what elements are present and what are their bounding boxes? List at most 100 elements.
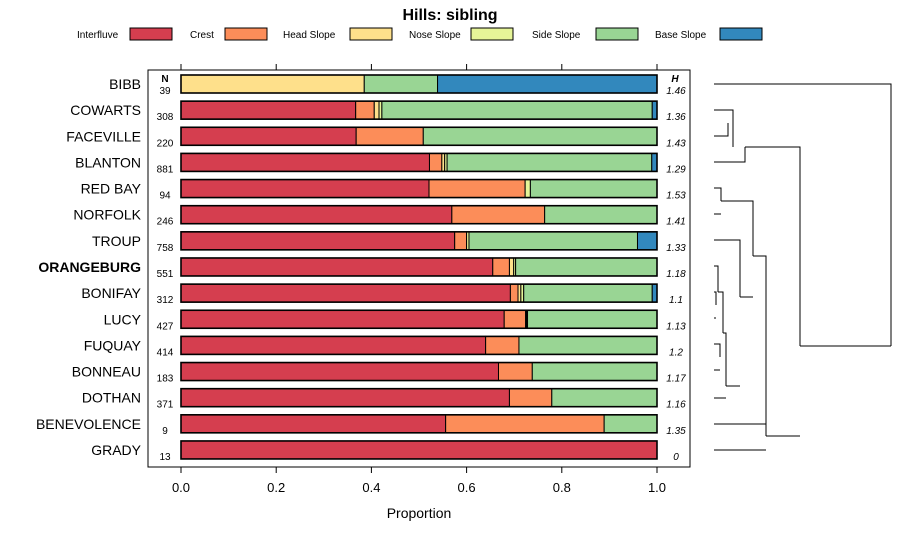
bar-outline	[180, 440, 658, 460]
row-label: ORANGEBURG	[38, 259, 141, 275]
legend-label: Head Slope	[283, 30, 336, 41]
n-value: 881	[157, 164, 174, 175]
legend-swatch	[719, 27, 763, 41]
x-tick-label: 1.0	[648, 480, 666, 495]
bar-segment	[531, 362, 658, 382]
h-value: 1.18	[666, 269, 686, 280]
bar-segment	[454, 231, 468, 251]
x-tick-label: 0.4	[362, 480, 380, 495]
bar-segment	[468, 231, 638, 251]
dendrogram	[714, 83, 892, 451]
row-labels-group: BIBB 39 1.46 COWARTS 308 1.36 FACEVILLE 220 1.43…	[36, 76, 686, 463]
n-value: 414	[157, 347, 174, 358]
h-value: 1.17	[666, 374, 686, 385]
dendrogram-branch	[714, 265, 719, 292]
bar-segment	[509, 283, 519, 303]
chart-title: Hills: sibling	[402, 7, 497, 24]
n-value: 220	[157, 138, 174, 149]
bar-segment	[180, 126, 357, 146]
bar-segment	[180, 179, 430, 199]
n-value: 371	[157, 400, 174, 411]
bar-segment	[544, 205, 658, 225]
bar-segment	[503, 309, 527, 329]
bar-segment	[529, 179, 658, 199]
bar-segment	[523, 283, 653, 303]
row-label: BONNEAU	[72, 364, 141, 380]
h-value: 1.43	[666, 138, 686, 149]
bar-outline	[180, 283, 658, 303]
n-value: 39	[159, 86, 171, 97]
bar-segment	[508, 388, 553, 408]
bar-segment	[428, 179, 526, 199]
n-value: 13	[159, 452, 171, 463]
x-axis-label: Proportion	[387, 505, 452, 521]
row-label: COWARTS	[70, 102, 141, 118]
row-label: RED BAY	[81, 181, 142, 197]
legend: Interfluve Crest Head Slope Nose Slope Side …	[77, 27, 763, 41]
row-label: BIBB	[109, 76, 141, 92]
dendrogram-branch	[714, 343, 721, 357]
bar-segment	[636, 231, 658, 251]
bar-segment	[180, 74, 365, 94]
bar-segment	[508, 257, 515, 277]
legend-label: Crest	[190, 30, 214, 41]
bar-segment	[428, 152, 443, 172]
bar-outline	[180, 361, 658, 382]
bar-outline	[180, 204, 658, 225]
h-value: 1.33	[666, 243, 686, 254]
n-value: 9	[162, 426, 168, 437]
row-label: FACEVILLE	[66, 128, 141, 144]
dendrogram-branch	[714, 147, 746, 163]
row-label: BONIFAY	[81, 285, 141, 301]
bar-segment	[603, 414, 658, 434]
n-value: 312	[157, 295, 174, 306]
x-tick-label: 0.0	[172, 480, 190, 495]
bar-segment	[180, 152, 430, 172]
dendrogram-branch	[753, 255, 767, 436]
legend-swatch	[224, 27, 268, 41]
bars-group	[180, 74, 658, 460]
bar-outline	[180, 126, 658, 147]
bar-segment	[180, 362, 499, 382]
n-value: 94	[159, 191, 171, 202]
bar-segment	[180, 205, 453, 225]
dendrogram-branch	[714, 109, 734, 147]
bar-outline	[180, 414, 658, 434]
n-value: 427	[157, 321, 174, 332]
bar-segment	[363, 74, 439, 94]
legend-label: Nose Slope	[409, 30, 461, 41]
bar-outline	[180, 178, 658, 199]
row-label: TROUP	[92, 233, 141, 249]
bar-outline	[180, 74, 658, 94]
bar-outline	[180, 335, 658, 356]
n-column-header: N	[161, 74, 168, 85]
bar-segment	[373, 100, 380, 120]
h-value: 1.53	[666, 191, 686, 202]
x-axis: 0.0 0.2 0.4 0.6 0.8 1.0	[172, 64, 666, 495]
bar-segment	[437, 74, 658, 94]
h-value: 1.13	[666, 321, 686, 332]
bar-segment	[527, 309, 658, 329]
n-value: 551	[157, 269, 174, 280]
dendrogram-branch	[714, 187, 722, 201]
dendrogram-branch	[714, 291, 717, 305]
bar-segment	[551, 388, 658, 408]
dendrogram-branch	[721, 200, 754, 256]
bar-segment	[180, 231, 456, 251]
legend-label: Interfluve	[77, 30, 119, 41]
bar-segment	[180, 283, 511, 303]
bar-outline	[180, 257, 658, 277]
x-tick-label: 0.2	[267, 480, 285, 495]
h-value: 0	[673, 452, 679, 463]
row-label: LUCY	[104, 311, 142, 327]
bar-segment	[180, 388, 510, 408]
h-value: 1.16	[666, 400, 686, 411]
bar-outline	[180, 152, 658, 173]
bar-segment	[451, 205, 546, 225]
x-tick-label: 0.6	[458, 480, 476, 495]
bar-outline	[180, 309, 658, 330]
row-label: DOTHAN	[82, 390, 141, 406]
plot-frame	[147, 69, 691, 468]
n-value: 183	[157, 374, 174, 385]
